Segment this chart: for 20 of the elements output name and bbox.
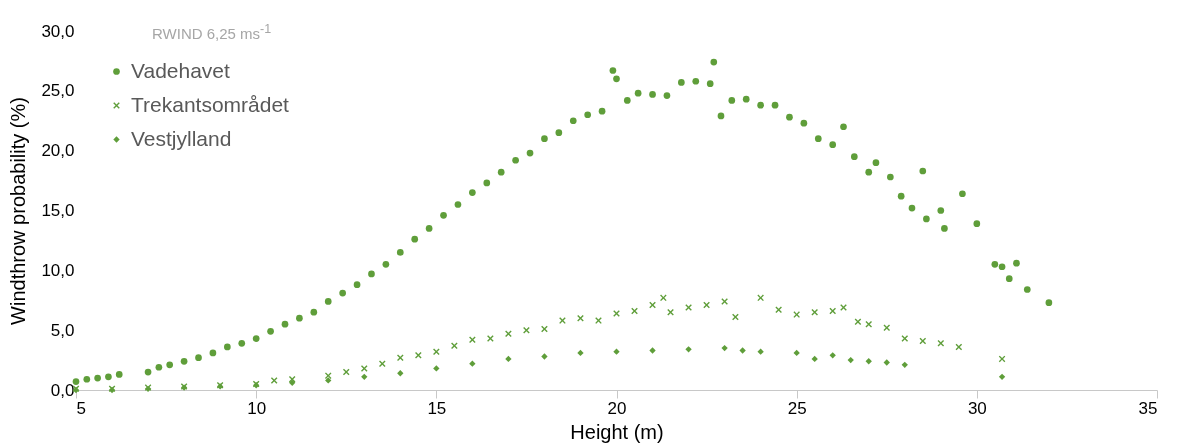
legend-label: Vadehavet (131, 58, 231, 82)
x-axis-title: Height (m) (570, 420, 664, 443)
y-tick-label: 30,0 (41, 21, 75, 41)
x-tick-label: 5 (76, 398, 86, 418)
y-tick-label: 0,0 (50, 380, 75, 400)
x-tick-label: 35 (1138, 398, 1158, 418)
y-tick-label: 5,0 (50, 320, 75, 340)
y-tick-label: 25,0 (41, 81, 75, 101)
y-tick-label: 15,0 (41, 201, 75, 220)
y-tick-label: 10,0 (41, 260, 75, 280)
x-tick-label: 25 (787, 398, 807, 418)
x-tick-label: 10 (247, 398, 267, 418)
y-tick-label: 20,0 (41, 141, 75, 161)
legend-label: Trekantsområdet (131, 92, 290, 116)
annotation: RWIND 6,25 ms$^{-1}$ (152, 22, 272, 42)
x-tick-label: 15 (427, 398, 447, 418)
x-tick-label: 30 (967, 398, 987, 418)
x-tick-label: 20 (607, 398, 627, 418)
legend-label: Vestjylland (131, 126, 232, 150)
y-axis-title: Windthrow probability (%) (7, 97, 30, 325)
